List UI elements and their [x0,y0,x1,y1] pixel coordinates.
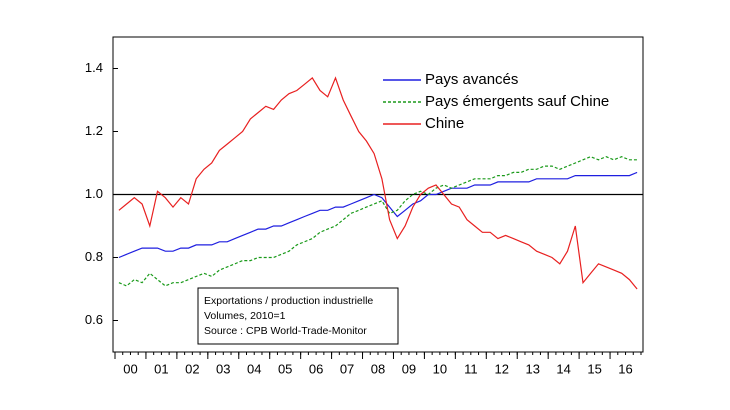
y-tick-label: 0.8 [85,249,103,264]
legend-label: Pays avancés [425,71,518,88]
x-tick-label: 16 [618,361,632,376]
y-tick-label: 1.4 [85,60,103,75]
annotation-box [197,287,399,345]
annotation-text: Volumes, 2010=1 [204,310,286,322]
series-line [118,156,638,287]
x-tick-label: 06 [309,361,323,376]
x-tick-label: 00 [123,361,137,376]
x-tick-label: 09 [402,361,416,376]
x-tick-label: 05 [278,361,292,376]
x-tick-label: 03 [216,361,230,376]
x-tick-label: 15 [587,361,601,376]
y-tick-label: 1.0 [85,186,103,201]
x-tick-label: 14 [556,361,570,376]
x-tick-label: 02 [185,361,199,376]
x-tick-label: 11 [464,361,478,376]
annotation-text: Exportations / production industrielle [204,295,373,307]
y-tick-label: 0.6 [85,312,103,327]
x-tick-label: 01 [154,361,168,376]
x-tick-label: 07 [340,361,354,376]
series-line [118,76,638,290]
x-tick-label: 10 [433,361,447,376]
legend-label: Pays émergents sauf Chine [425,93,609,110]
x-tick-label: 08 [371,361,385,376]
x-tick-label: 13 [525,361,539,376]
series-line [118,171,638,259]
legend-label: Chine [425,115,464,132]
x-tick-label: 12 [495,361,509,376]
y-tick-label: 1.2 [85,123,103,138]
x-tick-label: 04 [247,361,261,376]
annotation-text: Source : CPB World-Trade-Monitor [204,325,367,337]
